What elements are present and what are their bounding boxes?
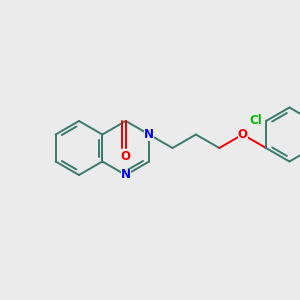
Text: Cl: Cl [249,115,262,128]
Text: O: O [121,151,131,164]
Text: O: O [238,128,248,141]
Text: N: N [144,128,154,141]
Text: N: N [121,169,131,182]
